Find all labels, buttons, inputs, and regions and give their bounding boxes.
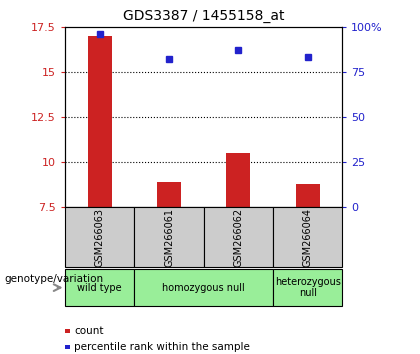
Bar	[65, 269, 134, 306]
Bar	[204, 207, 273, 267]
Text: homozygous null: homozygous null	[162, 282, 245, 293]
Text: GSM266062: GSM266062	[234, 207, 243, 267]
Text: GSM266061: GSM266061	[164, 208, 174, 267]
Bar	[273, 207, 342, 267]
Title: GDS3387 / 1455158_at: GDS3387 / 1455158_at	[123, 9, 284, 23]
Text: count: count	[74, 326, 104, 336]
Text: GSM266064: GSM266064	[303, 208, 312, 267]
Text: heterozygous
null: heterozygous null	[275, 277, 341, 298]
Text: wild type: wild type	[77, 282, 122, 293]
Bar	[157, 182, 181, 207]
Bar	[88, 36, 112, 207]
Bar	[65, 345, 70, 349]
Bar	[65, 329, 70, 333]
Bar	[134, 269, 273, 306]
Bar	[296, 184, 320, 207]
Text: GSM266063: GSM266063	[95, 208, 105, 267]
Bar	[226, 153, 250, 207]
Bar	[134, 207, 204, 267]
Text: percentile rank within the sample: percentile rank within the sample	[74, 342, 250, 352]
Text: genotype/variation: genotype/variation	[4, 274, 103, 284]
Bar	[65, 207, 134, 267]
Bar	[273, 269, 342, 306]
